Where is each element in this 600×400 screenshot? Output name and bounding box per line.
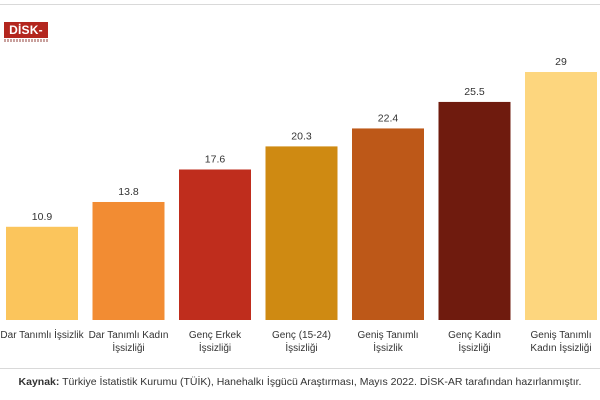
source-label: Kaynak:	[18, 376, 60, 388]
bar-2	[92, 201, 165, 320]
category-label-4: Genç (15-24) İşsizliği	[272, 330, 331, 354]
category-label-line: Genç Kadın	[448, 330, 501, 341]
category-label-line: İşsizlik	[373, 341, 403, 354]
value-label-6: 25.5	[464, 86, 485, 98]
category-label-1: Dar Tanımlı İşsizlik	[0, 328, 84, 341]
category-label-6: Genç Kadın İşsizliği	[448, 330, 501, 354]
value-label-1: 10.9	[32, 211, 53, 223]
category-label-line: İşsizliği	[285, 341, 317, 354]
value-label-4: 20.3	[291, 130, 312, 142]
category-label-line: Geniş Tanımlı	[531, 330, 592, 341]
bar-6	[438, 101, 511, 321]
category-label-line: Kadın İşsizliği	[530, 341, 591, 354]
category-label-line: Genç (15-24)	[272, 330, 331, 341]
disk-ar-logo: DİSK-AR	[4, 22, 48, 53]
category-label-line: Geniş Tanımlı	[358, 330, 419, 341]
bar-chart: 10.9 Dar Tanımlı İşsizlik 13.8 Dar Tanımlı …	[0, 56, 597, 354]
top-divider	[0, 4, 600, 5]
category-label-line: İşsizliği	[112, 341, 144, 354]
category-label-line: İşsizliği	[458, 341, 490, 354]
bar-4	[265, 146, 338, 320]
source-note: Kaynak: Türkiye İstatistik Kurumu (TÜİK)…	[0, 376, 600, 388]
category-label-2: Dar Tanımlı Kadın İşsizliği	[89, 330, 169, 354]
bar-3	[179, 169, 251, 320]
bar-1	[6, 226, 78, 320]
value-label-7: 29	[555, 56, 567, 68]
source-text: Türkiye İstatistik Kurumu (TÜİK), Haneha…	[59, 376, 582, 388]
category-label-5: Geniş Tanımlı İşsizlik	[358, 330, 419, 354]
value-label-5: 22.4	[378, 112, 399, 124]
category-label-line: Genç Erkek	[189, 330, 242, 341]
category-label-7: Geniş Tanımlı Kadın İşsizliği	[530, 330, 591, 354]
category-label-3: Genç Erkek İşsizliği	[189, 330, 242, 354]
value-label-2: 13.8	[118, 186, 139, 198]
category-label-line: Dar Tanımlı Kadın	[89, 330, 169, 341]
value-label-3: 17.6	[205, 153, 226, 165]
bar-7	[525, 72, 597, 320]
bar-5	[352, 128, 424, 320]
logo-text: DİSK-AR	[4, 22, 48, 53]
bottom-divider	[0, 368, 600, 369]
category-label-line: Dar Tanımlı İşsizlik	[0, 328, 84, 341]
logo-subline	[4, 39, 48, 42]
category-label-line: İşsizliği	[199, 341, 231, 354]
